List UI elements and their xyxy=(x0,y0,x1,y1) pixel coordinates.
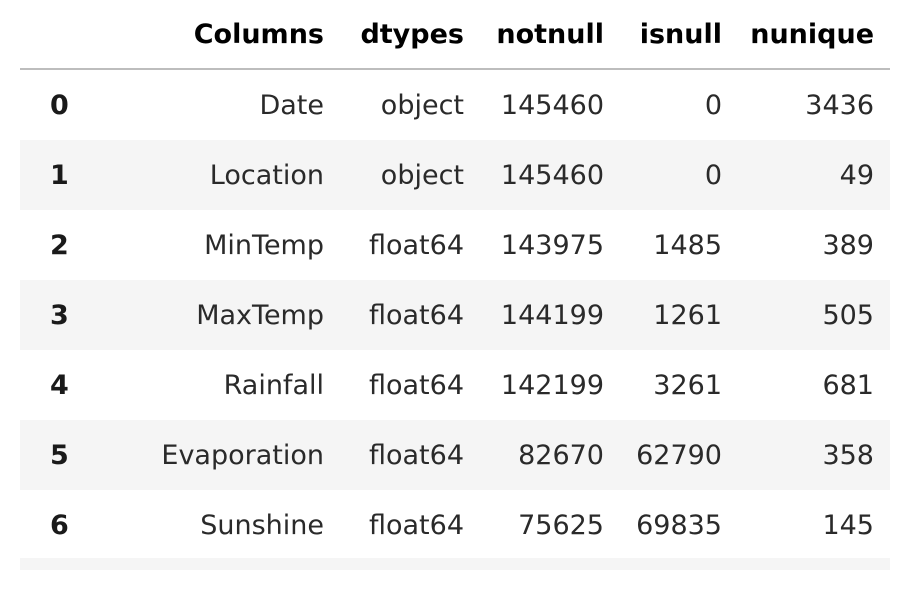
dataframe-output: Columns dtypes notnull isnull nunique 0 … xyxy=(20,0,890,560)
table-row: 0 Date object 145460 0 3436 xyxy=(20,69,890,140)
cell-columns: Date xyxy=(259,89,324,121)
cell-dtypes: float64 xyxy=(340,420,480,490)
cell-isnull: 69835 xyxy=(636,509,722,541)
table-row: 6 Sunshine float64 75625 69835 145 xyxy=(20,490,890,560)
row-index: 3 xyxy=(20,280,140,350)
cell-notnull: 145460 xyxy=(500,89,604,121)
cell-isnull: 1485 xyxy=(653,229,722,261)
cell-notnull: 144199 xyxy=(480,280,620,350)
cell-nunique: 3436 xyxy=(805,89,874,121)
row-index: 4 xyxy=(50,369,69,401)
table-row: 4 Rainfall float64 142199 3261 681 xyxy=(20,350,890,420)
cell-notnull: 142199 xyxy=(500,369,604,401)
cell-notnull: 82670 xyxy=(480,420,620,490)
cell-columns: Sunshine xyxy=(200,509,324,541)
table-row: 2 MinTemp float64 143975 1485 389 xyxy=(20,210,890,280)
cell-nunique: 505 xyxy=(738,280,890,350)
header-dtypes: dtypes xyxy=(340,0,480,70)
cell-dtypes: float64 xyxy=(340,280,480,350)
table-body: 0 Date object 145460 0 3436 1 Location o… xyxy=(20,69,890,560)
header-index-blank xyxy=(20,0,140,70)
row-index: 6 xyxy=(50,509,69,541)
header-columns: Columns xyxy=(140,0,340,70)
table-row: 1 Location object 145460 0 49 xyxy=(20,140,890,210)
header-nunique: nunique xyxy=(738,0,890,70)
cell-nunique: 49 xyxy=(738,140,890,210)
cell-columns: MaxTemp xyxy=(140,280,340,350)
row-index: 0 xyxy=(50,89,69,121)
cell-dtypes: object xyxy=(380,89,464,121)
cell-isnull: 0 xyxy=(704,89,722,121)
header-notnull: notnull xyxy=(480,0,620,70)
row-index: 5 xyxy=(20,420,140,490)
cell-nunique: 389 xyxy=(822,229,874,261)
cell-columns: Evaporation xyxy=(140,420,340,490)
cell-isnull: 62790 xyxy=(620,420,738,490)
cell-nunique: 681 xyxy=(822,369,874,401)
header-isnull: isnull xyxy=(620,0,738,70)
dataframe-table: Columns dtypes notnull isnull nunique 0 … xyxy=(20,0,890,560)
cell-dtypes: float64 xyxy=(368,369,464,401)
cell-isnull: 0 xyxy=(620,140,738,210)
cell-nunique: 358 xyxy=(738,420,890,490)
cell-columns: MinTemp xyxy=(204,229,324,261)
table-header: Columns dtypes notnull isnull nunique xyxy=(20,0,890,70)
table-row: 5 Evaporation float64 82670 62790 358 xyxy=(20,420,890,490)
cell-dtypes: object xyxy=(340,140,480,210)
row-index: 2 xyxy=(50,229,69,261)
cell-isnull: 3261 xyxy=(653,369,722,401)
cell-notnull: 75625 xyxy=(518,509,604,541)
cell-columns: Location xyxy=(140,140,340,210)
table-row: 3 MaxTemp float64 144199 1261 505 xyxy=(20,280,890,350)
cell-columns: Rainfall xyxy=(223,369,324,401)
cell-nunique: 145 xyxy=(822,509,874,541)
cell-dtypes: float64 xyxy=(368,509,464,541)
cell-notnull: 145460 xyxy=(480,140,620,210)
cell-dtypes: float64 xyxy=(368,229,464,261)
truncated-next-row xyxy=(20,558,890,570)
row-index: 1 xyxy=(20,140,140,210)
cell-isnull: 1261 xyxy=(620,280,738,350)
header-row: Columns dtypes notnull isnull nunique xyxy=(20,0,890,70)
cell-notnull: 143975 xyxy=(500,229,604,261)
